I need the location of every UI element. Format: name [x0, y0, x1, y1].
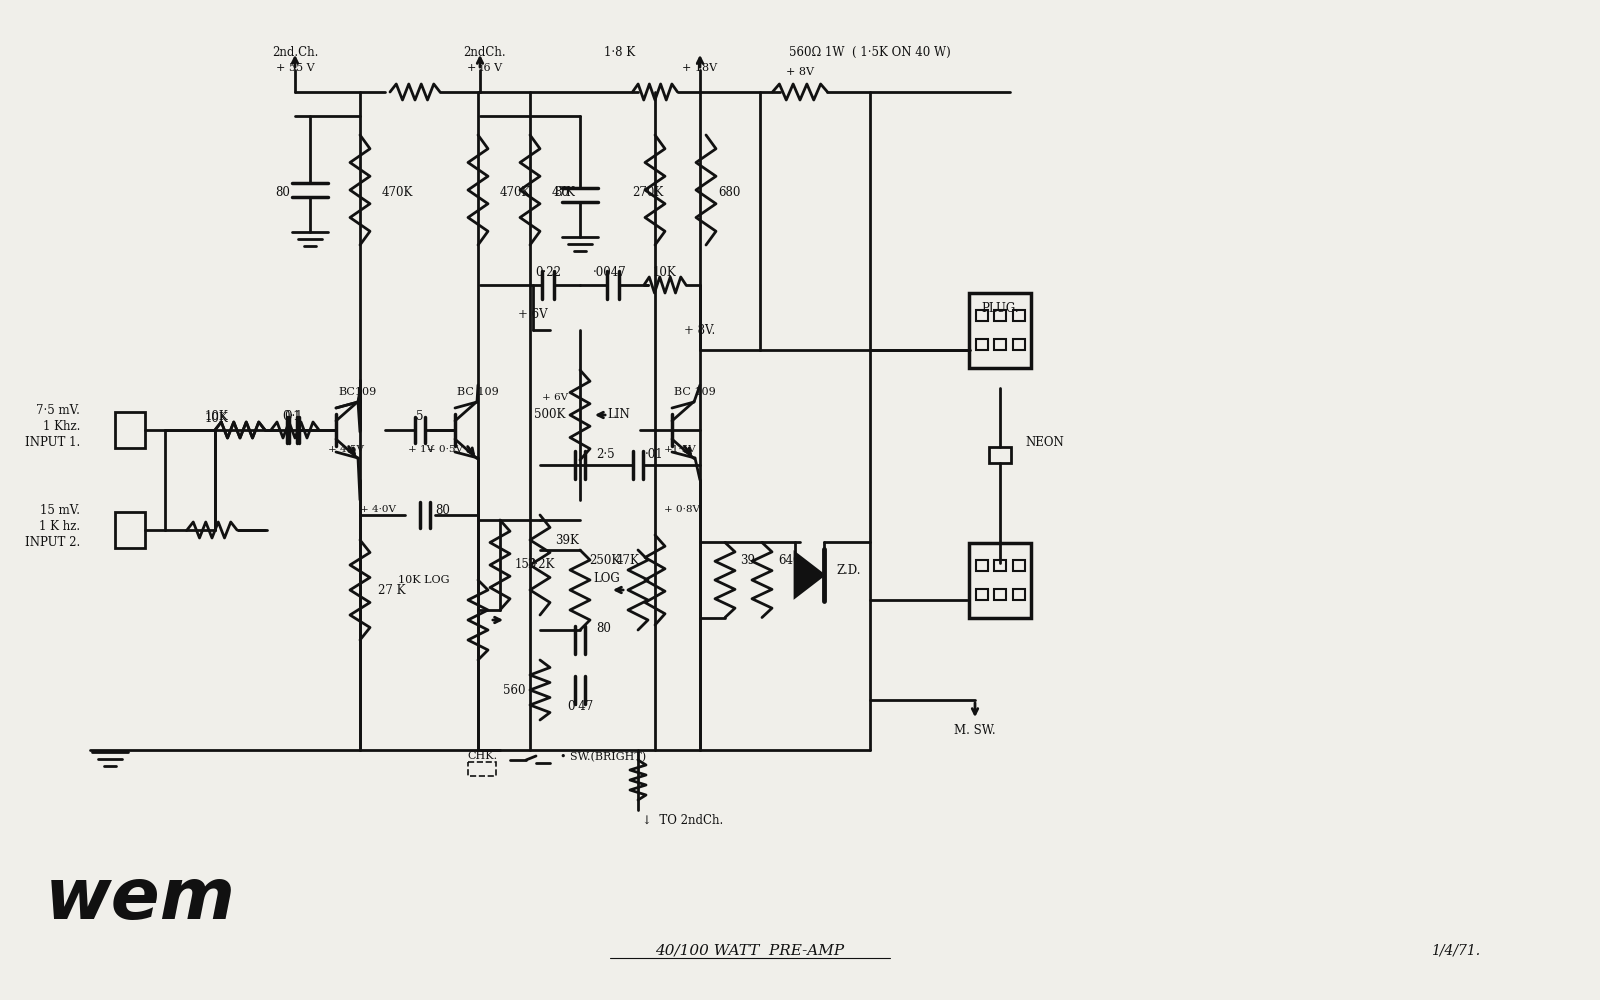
Text: 640: 640 — [778, 554, 800, 566]
Bar — [994, 310, 1006, 321]
Text: 80: 80 — [555, 186, 570, 198]
Text: NEON: NEON — [1026, 436, 1064, 448]
Text: 0·1: 0·1 — [283, 410, 301, 422]
Text: + 1V: + 1V — [408, 446, 434, 454]
Bar — [989, 447, 1011, 463]
Bar — [1013, 310, 1024, 321]
Text: + 0·5V: + 0·5V — [427, 446, 462, 454]
Text: 1 K hz.: 1 K hz. — [38, 520, 80, 532]
Bar — [976, 589, 987, 600]
Text: 470K: 470K — [382, 186, 413, 198]
Text: 470K: 470K — [499, 186, 531, 198]
Text: BC109: BC109 — [338, 387, 376, 397]
Text: 47K: 47K — [552, 186, 576, 198]
Text: 39: 39 — [739, 554, 755, 566]
Text: 2·5: 2·5 — [595, 448, 614, 462]
Text: 39K: 39K — [555, 534, 579, 546]
Text: 10K: 10K — [205, 410, 229, 424]
Text: + i6 V: + i6 V — [467, 63, 502, 73]
Text: 80: 80 — [275, 186, 290, 198]
Text: BC 109: BC 109 — [674, 387, 715, 397]
Text: 80: 80 — [595, 621, 611, 635]
Text: 270K: 270K — [632, 186, 664, 198]
Text: 10K: 10K — [653, 265, 677, 278]
Text: 1/4/71.: 1/4/71. — [1430, 943, 1480, 957]
Text: 0·22: 0·22 — [534, 265, 562, 278]
Text: 10K: 10K — [205, 412, 229, 424]
Text: wem: wem — [45, 865, 235, 934]
Bar — [994, 560, 1006, 571]
Text: ↓  TO 2ndCh.: ↓ TO 2ndCh. — [642, 814, 723, 826]
Bar — [994, 589, 1006, 600]
Text: LOG: LOG — [594, 572, 621, 584]
Bar — [970, 292, 1030, 367]
Text: + 4·5V: + 4·5V — [328, 446, 365, 454]
Text: PLUG.: PLUG. — [981, 302, 1019, 314]
Text: +1·5V: +1·5V — [664, 446, 696, 454]
Text: M. SW.: M. SW. — [954, 724, 995, 736]
Bar — [115, 412, 146, 448]
Text: 27 K: 27 K — [378, 584, 405, 596]
Text: + 55 V: + 55 V — [275, 63, 314, 73]
Text: 1·8 K: 1·8 K — [605, 45, 635, 58]
Bar — [1013, 339, 1024, 350]
Text: 15 mV.: 15 mV. — [40, 504, 80, 516]
Text: 150: 150 — [515, 558, 538, 572]
Text: 500K: 500K — [534, 408, 565, 422]
Text: ·01: ·01 — [645, 448, 664, 462]
Text: 560: 560 — [504, 684, 526, 696]
Text: CHK.: CHK. — [467, 751, 498, 761]
Text: 1 Khz.: 1 Khz. — [43, 420, 80, 432]
Text: 250K: 250K — [589, 554, 621, 566]
Text: 2nd.Ch.: 2nd.Ch. — [272, 45, 318, 58]
Text: + 18V: + 18V — [683, 63, 717, 73]
Text: LIN: LIN — [606, 408, 630, 422]
Text: 560Ω 1W  ( 1·5K ON 40 W): 560Ω 1W ( 1·5K ON 40 W) — [789, 45, 950, 58]
Text: 47K: 47K — [616, 554, 640, 566]
Bar — [994, 339, 1006, 350]
Bar — [467, 762, 496, 776]
Text: 7·5 mV.: 7·5 mV. — [37, 403, 80, 416]
Bar — [976, 560, 987, 571]
Text: 0·1: 0·1 — [285, 410, 304, 424]
Text: + 4·0V: + 4·0V — [360, 506, 397, 514]
Text: Z.D.: Z.D. — [835, 564, 861, 576]
Text: 80: 80 — [435, 504, 451, 516]
Text: 5: 5 — [416, 410, 424, 422]
Text: • SW.(BRIGHT): • SW.(BRIGHT) — [560, 752, 646, 762]
Text: 680: 680 — [718, 186, 741, 198]
Text: + 0·8V: + 0·8V — [664, 506, 701, 514]
Bar — [970, 542, 1030, 617]
Bar — [115, 512, 146, 548]
Text: ·0047: ·0047 — [594, 265, 627, 278]
Bar — [1013, 560, 1024, 571]
Text: 10K LOG: 10K LOG — [398, 575, 450, 585]
Bar — [976, 339, 987, 350]
Text: 40/100 WATT  PRE-AMP: 40/100 WATT PRE-AMP — [656, 943, 845, 957]
Text: INPUT 1.: INPUT 1. — [24, 436, 80, 450]
Text: + 8V: + 8V — [786, 67, 814, 77]
Text: INPUT 2.: INPUT 2. — [24, 536, 80, 550]
Text: 2ndCh.: 2ndCh. — [464, 45, 506, 58]
Text: BC 109: BC 109 — [458, 387, 499, 397]
Text: + 6V: + 6V — [518, 308, 547, 322]
Bar — [976, 310, 987, 321]
Text: 0·47: 0·47 — [566, 700, 594, 712]
Text: 2·2K: 2·2K — [528, 558, 555, 572]
Bar — [1013, 589, 1024, 600]
Text: + 8V.: + 8V. — [685, 324, 715, 336]
Polygon shape — [795, 553, 824, 597]
Text: + 6V: + 6V — [542, 393, 568, 402]
